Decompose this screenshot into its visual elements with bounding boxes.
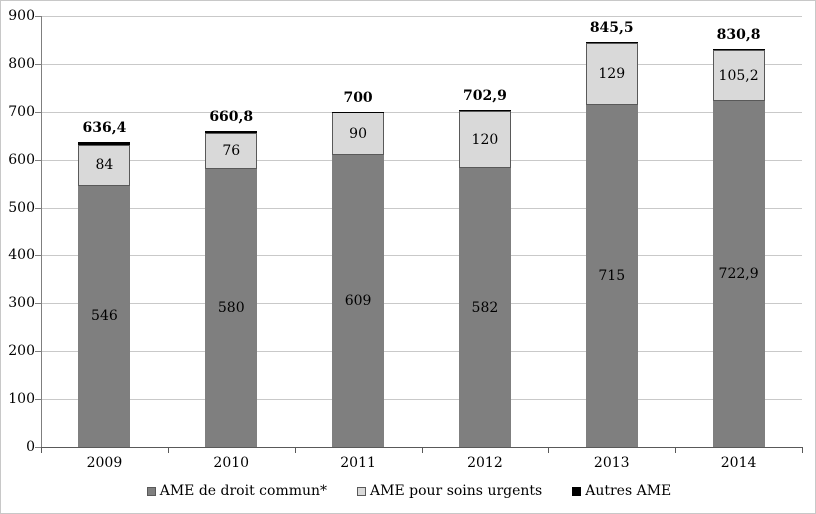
bar-segment-3 — [458, 110, 511, 112]
bar-total-label: 636,4 — [82, 120, 127, 137]
x-axis-label: 2010 — [213, 455, 250, 471]
y-axis-tick — [35, 399, 41, 401]
bar-value-label: 90 — [349, 125, 367, 142]
x-axis-label: 2013 — [593, 455, 630, 471]
y-axis-tick-label: 600 — [8, 151, 35, 168]
bar-total-label: 702,9 — [462, 88, 507, 105]
bar-segment-1 — [458, 168, 511, 447]
bar-value-label: 76 — [222, 143, 241, 160]
y-axis-line — [41, 16, 42, 448]
x-axis-label: 2011 — [340, 455, 376, 471]
gridline — [42, 111, 802, 113]
y-axis-tick-label: 100 — [8, 391, 35, 408]
bar-value-label: 84 — [95, 157, 114, 174]
bar-total-label: 830,8 — [716, 27, 761, 44]
bar-segment-2 — [205, 132, 258, 170]
y-axis-tick-label: 500 — [8, 199, 35, 216]
gridline — [42, 159, 802, 161]
bar-value-label: 715 — [598, 267, 626, 284]
y-axis-tick-label: 900 — [8, 8, 35, 24]
bar-segment-2 — [585, 42, 638, 105]
legend-label: Autres AME — [585, 483, 672, 499]
y-axis-tick-label: 700 — [8, 103, 35, 120]
gridline — [42, 351, 802, 353]
legend-swatch-icon — [572, 486, 582, 496]
gridline — [42, 255, 802, 257]
x-axis-label: 2014 — [720, 455, 757, 471]
chart-legend: AME de droit commun* AME pour soins urgen… — [1, 483, 815, 499]
x-axis-tick — [421, 448, 423, 453]
bar-segment-3 — [712, 49, 765, 51]
x-axis-label: 2009 — [86, 455, 123, 471]
legend-swatch-icon — [357, 486, 367, 496]
legend-label: AME de droit commun* — [159, 483, 328, 499]
x-axis-line — [41, 447, 803, 448]
y-axis-tick — [35, 207, 41, 209]
y-axis-tick — [35, 63, 41, 65]
bar-segment-2 — [458, 110, 511, 169]
x-axis-tick — [41, 448, 42, 453]
y-axis-tick — [35, 159, 41, 161]
gridline — [42, 399, 802, 401]
y-axis-tick — [35, 16, 41, 17]
x-axis-tick — [548, 448, 550, 453]
y-axis-tick — [35, 351, 41, 353]
bar-segment-3 — [205, 130, 258, 133]
legend-item: AME pour soins urgents — [357, 483, 542, 499]
bar-value-label: 546 — [91, 308, 118, 325]
y-axis-tick — [35, 255, 41, 257]
y-axis-tick-label: 0 — [26, 439, 35, 455]
bar-value-label: 582 — [471, 299, 499, 316]
gridline — [42, 16, 802, 17]
y-axis-tick — [35, 447, 41, 448]
bar-segment-1 — [78, 185, 131, 447]
y-axis-tick-label: 200 — [8, 343, 35, 360]
bar-segment-1 — [712, 100, 765, 447]
bar-value-label: 105,2 — [718, 67, 759, 84]
x-axis-tick — [167, 448, 169, 453]
bar-segment-3 — [78, 142, 131, 146]
bar-segment-1 — [332, 155, 385, 447]
bar-segment-3 — [332, 111, 385, 113]
y-axis-tick-label: 300 — [8, 295, 35, 312]
y-axis-tick-label: 400 — [8, 247, 35, 264]
bar-total-label: 700 — [343, 89, 373, 106]
bar-value-label: 129 — [598, 65, 626, 82]
x-axis-tick — [802, 448, 803, 453]
bar-total-label: 660,8 — [209, 108, 254, 125]
bar-total-label: 845,5 — [589, 20, 634, 37]
bar-value-label: 120 — [471, 131, 499, 148]
gridline — [42, 303, 802, 305]
gridline — [42, 63, 802, 65]
bar-segment-3 — [585, 42, 638, 44]
bar-segment-2 — [712, 50, 765, 101]
bar-segment-2 — [78, 145, 131, 186]
legend-label: AME pour soins urgents — [370, 483, 543, 499]
bar-value-label: 722,9 — [718, 265, 759, 282]
y-axis-tick — [35, 111, 41, 113]
y-axis-tick — [35, 303, 41, 305]
x-axis-tick — [675, 448, 677, 453]
x-axis-label: 2012 — [467, 455, 503, 471]
gridline — [42, 207, 802, 209]
x-axis-tick — [294, 448, 296, 453]
legend-swatch-icon — [146, 486, 156, 496]
bar-segment-1 — [585, 104, 638, 447]
bar-value-label: 609 — [344, 293, 372, 310]
legend-item: AME de droit commun* — [146, 483, 328, 499]
bar-value-label: 580 — [217, 300, 245, 317]
bar-segment-1 — [205, 169, 258, 447]
y-axis-tick-label: 800 — [8, 55, 35, 72]
legend-item: Autres AME — [572, 483, 671, 499]
